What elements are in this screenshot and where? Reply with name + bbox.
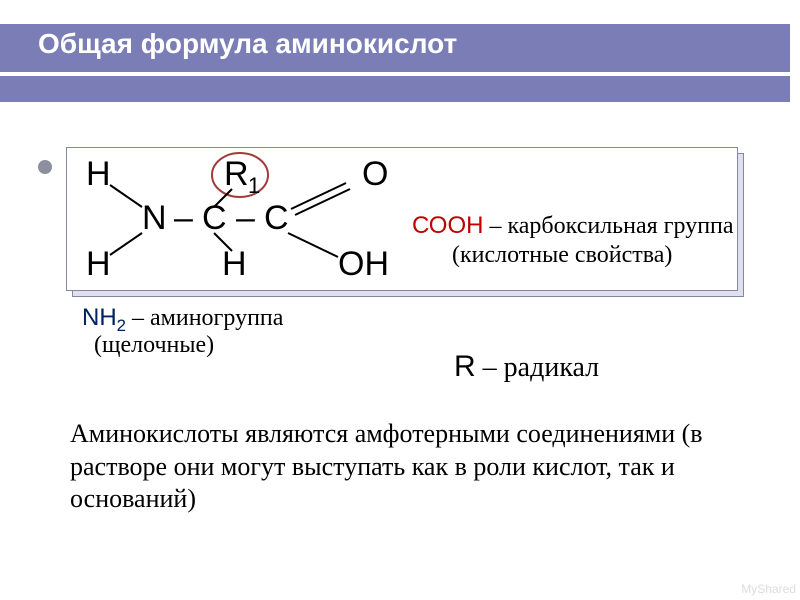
title-underline	[0, 72, 790, 76]
cooh-dash: –	[483, 213, 507, 239]
atom-H-bot2: H	[222, 245, 247, 283]
atom-OH: OH	[338, 245, 389, 283]
atom-R: R	[224, 155, 249, 193]
slide-title: Общая формула аминокислот	[38, 28, 457, 60]
body-paragraph: Аминокислоты являются амфотерными соедин…	[70, 418, 730, 516]
bond-line	[295, 189, 350, 215]
r-desc: радикал	[504, 352, 599, 383]
cooh-label: СООН	[412, 212, 483, 239]
bond-line	[288, 233, 338, 257]
nh2-sub: (щелочные)	[94, 332, 214, 359]
watermark: MyShared	[741, 582, 796, 596]
bond-line	[110, 233, 142, 255]
r-label: R	[454, 350, 476, 383]
cooh-sub: (кислотные свойства)	[452, 242, 672, 269]
cooh-annotation: СООН – карбоксильная группа	[412, 212, 734, 240]
atom-N: N	[142, 199, 167, 237]
bond-line	[291, 183, 346, 209]
atom-C2: C	[264, 199, 289, 237]
r-dash: –	[476, 352, 504, 383]
atom-C1: C	[202, 199, 227, 237]
nh2-dash: –	[126, 305, 150, 331]
atom-H-top: H	[86, 155, 111, 193]
bond-line	[110, 185, 142, 207]
bullet-icon	[38, 160, 52, 174]
bond-CC: –	[236, 199, 255, 237]
formula-diagram: H R 1 O N – C – C H H OH	[66, 147, 466, 297]
atom-H-bot1: H	[86, 245, 111, 283]
nh2-desc: аминогруппа	[150, 305, 283, 331]
atom-R-sub: 1	[248, 173, 260, 198]
nh2-label: NH	[82, 304, 117, 331]
atom-O: O	[362, 155, 388, 193]
bond-NC: –	[174, 199, 193, 237]
r-annotation: R – радикал	[454, 350, 599, 384]
cooh-desc: карбоксильная группа	[507, 213, 733, 239]
